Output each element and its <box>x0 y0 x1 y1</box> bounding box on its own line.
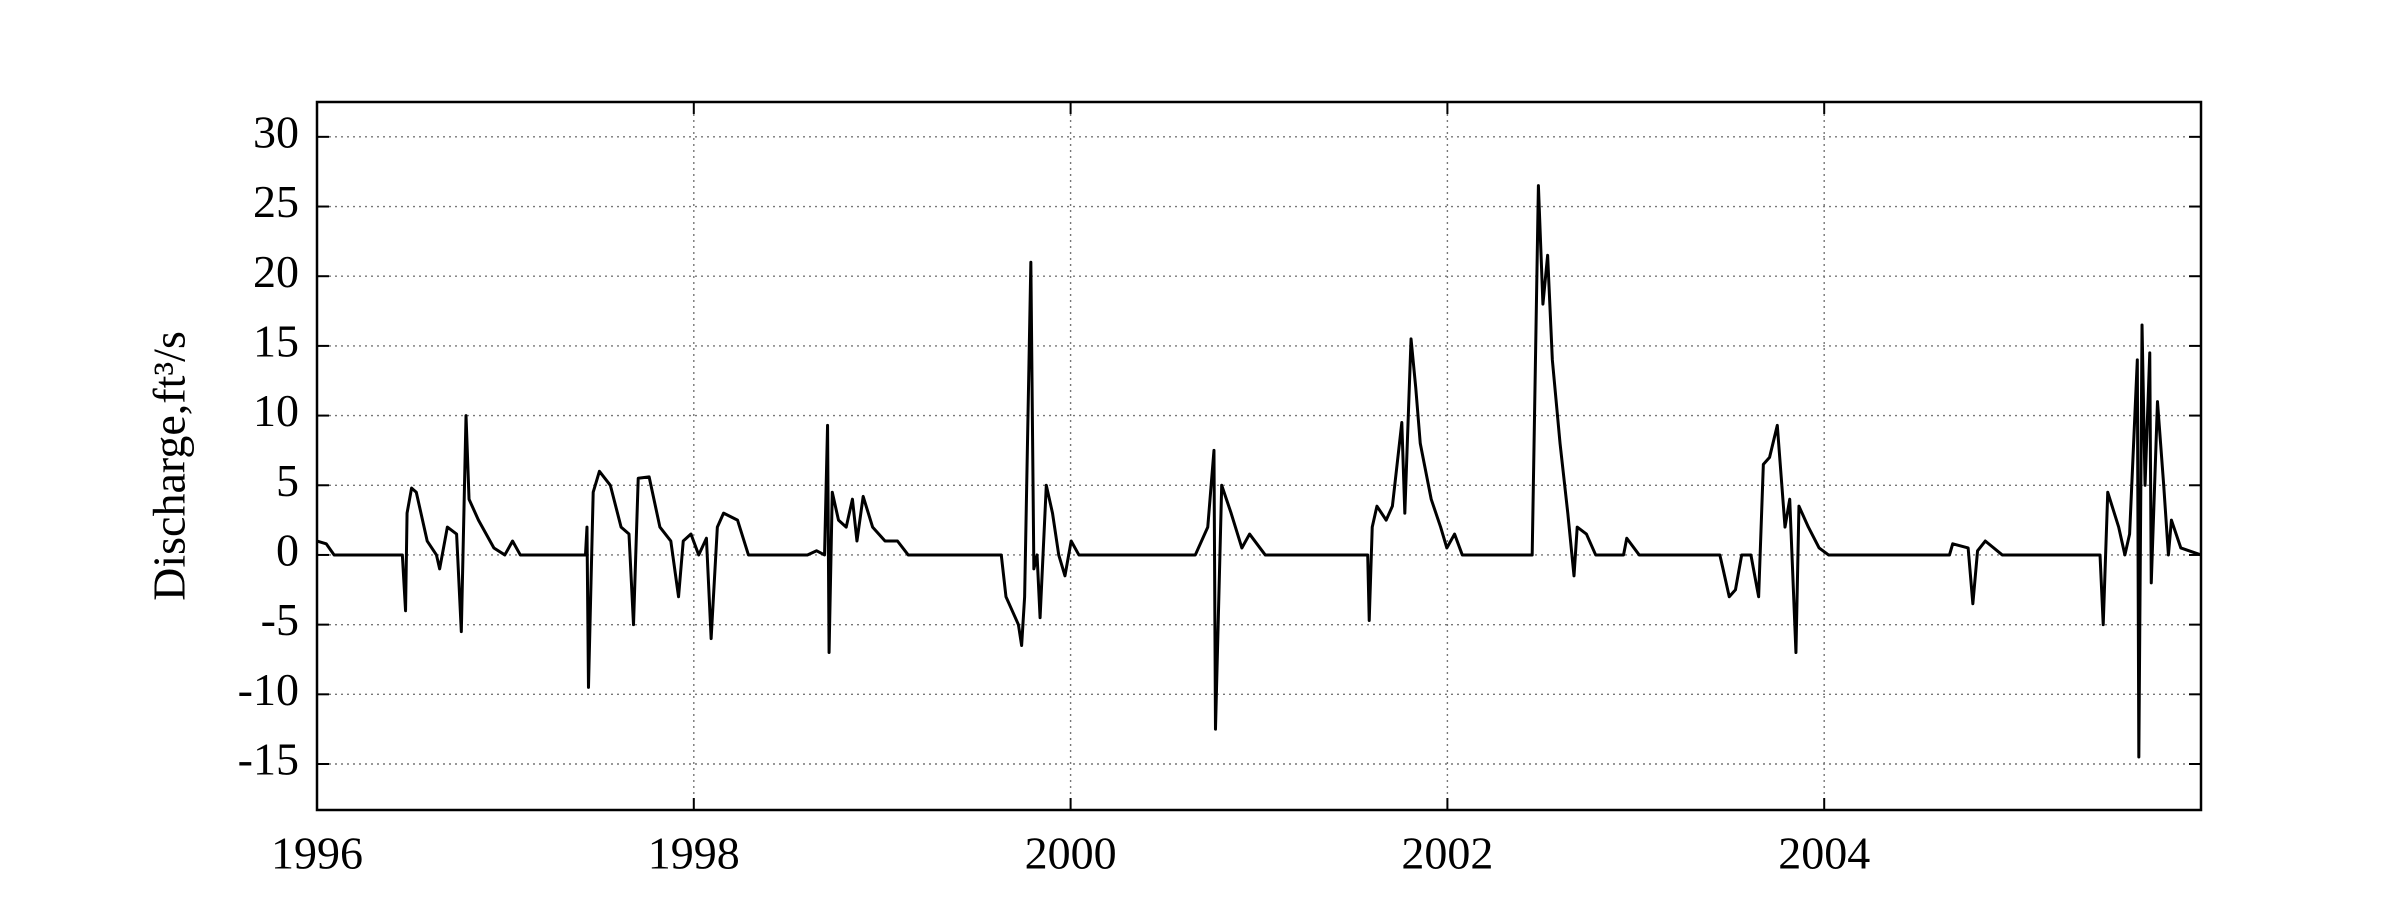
y-tick-label: -10 <box>238 664 299 715</box>
y-tick-label: 5 <box>276 455 299 506</box>
y-tick-label: -5 <box>261 594 299 645</box>
y-tick-label: -15 <box>238 734 299 785</box>
y-tick-label: 15 <box>253 315 299 366</box>
plot-frame <box>315 100 2203 812</box>
x-tick-label: 2004 <box>1778 828 1870 879</box>
y-tick-label: 20 <box>253 246 299 297</box>
x-tick-label: 1996 <box>271 828 363 879</box>
y-tick-label: 10 <box>253 385 299 436</box>
y-axis-label: Discharge,ft³/s <box>144 331 195 601</box>
y-tick-label: 25 <box>253 176 299 227</box>
y-tick-label: 30 <box>253 106 299 157</box>
x-tick-label: 2002 <box>1401 828 1493 879</box>
y-tick-label: 0 <box>276 525 299 576</box>
data-line <box>316 184 2202 759</box>
x-tick-label: 1998 <box>648 828 740 879</box>
x-tick-label: 2000 <box>1025 828 1117 879</box>
